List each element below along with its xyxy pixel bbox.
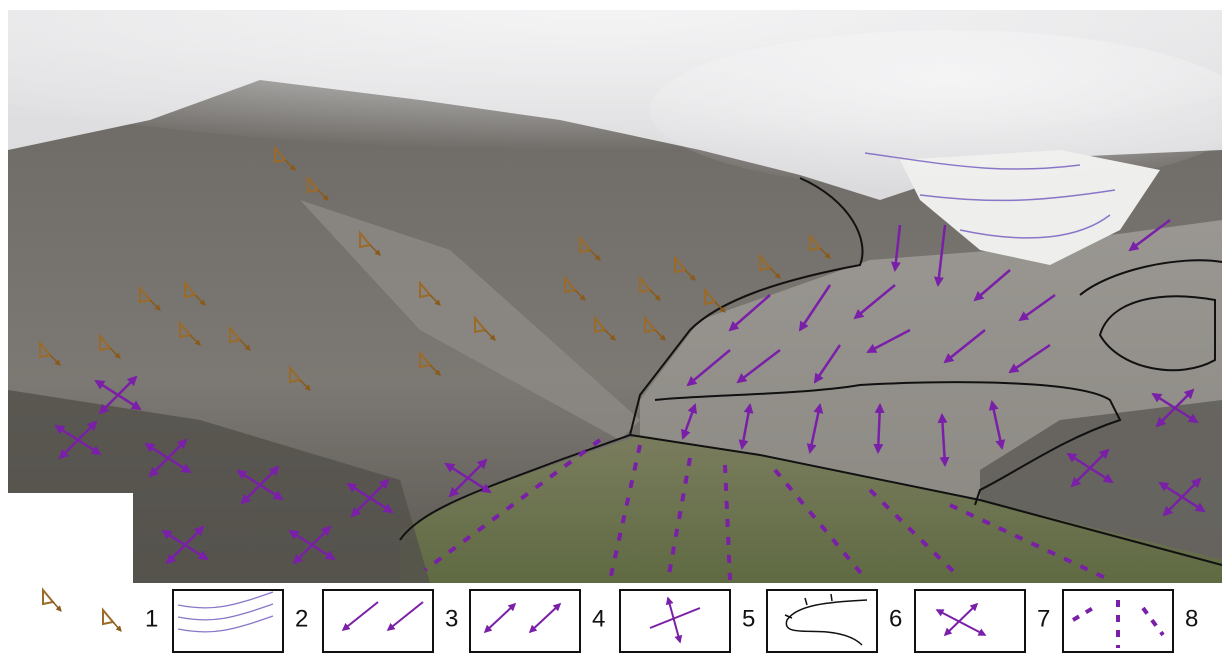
- legend-item: 5: [620, 590, 755, 652]
- legend-item: 2: [173, 590, 308, 652]
- legend-label: 7: [1037, 605, 1050, 632]
- annotated-photo: 1 2 3 4 5 6 7 8: [0, 0, 1222, 653]
- photo: [0, 0, 1222, 583]
- icon-cone: [43, 590, 53, 604]
- legend-label: 8: [1185, 605, 1198, 632]
- legend-box: [173, 590, 283, 652]
- legend-label: 1: [145, 605, 158, 632]
- icon-cone: [103, 610, 113, 624]
- icon-arrow: [113, 622, 121, 631]
- legend-item: 6: [767, 590, 902, 652]
- legend-box: [470, 590, 580, 652]
- legend-label: 2: [295, 605, 308, 632]
- legend-item: 8: [1063, 590, 1198, 652]
- legend-label: 4: [592, 605, 605, 632]
- legend-label: 5: [742, 605, 755, 632]
- icon-tick: [831, 594, 832, 601]
- legend-item: 3: [323, 590, 458, 652]
- legend-box: [323, 590, 433, 652]
- legend-item: 7: [915, 590, 1050, 652]
- legend-label: 3: [445, 605, 458, 632]
- legend-box: [915, 590, 1025, 652]
- legend-label: 6: [889, 605, 902, 632]
- legend-item: 4: [470, 590, 605, 652]
- legend-item: 1: [43, 590, 158, 632]
- icon-arrow: [53, 602, 61, 611]
- legend: 1 2 3 4 5 6 7 8: [43, 590, 1198, 652]
